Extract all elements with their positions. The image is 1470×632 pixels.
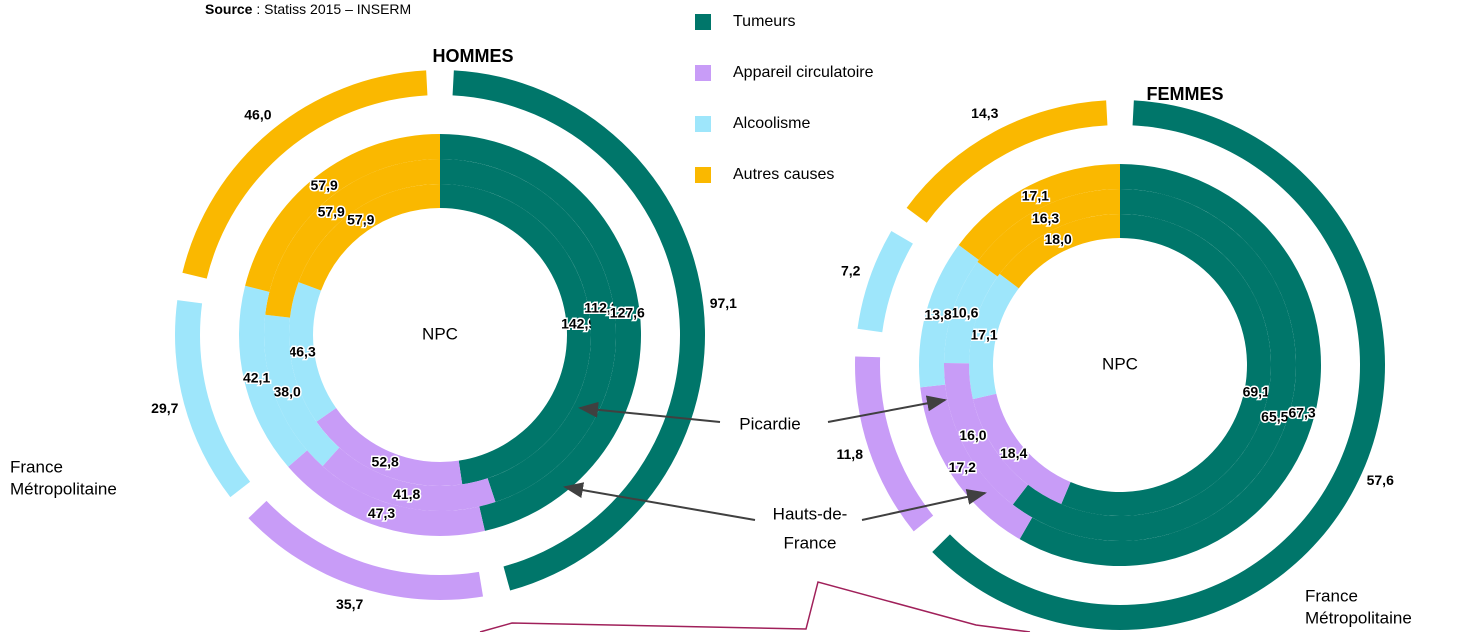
ring-segment [958,164,1120,260]
value-label: 57,9 [311,177,338,193]
arrow [563,482,756,521]
ring-segment [322,447,496,512]
value-label: 38,0 [274,384,301,400]
value-label: 47,3 [368,505,395,521]
ring-segment [972,393,1071,505]
value-label: 41,8 [393,486,420,502]
annotation: France [1305,586,1358,605]
arrow [827,395,947,423]
chart-title: FEMMES [1146,84,1223,104]
annotation: Métropolitaine [10,479,117,498]
value-label: 57,9 [318,204,345,220]
value-label: 17,2 [949,459,976,475]
legend-swatch [695,116,711,132]
value-label: 57,6 [1367,472,1394,488]
value-label: 17,1 [970,327,997,343]
value-label: 35,7 [336,596,363,612]
callout [479,581,1031,632]
ring-segment [245,134,440,292]
ring-segment [452,70,706,591]
value-label: 10,6 [951,304,978,320]
annotation: France [784,533,837,552]
ring-segment [248,500,484,600]
value-label: 14,3 [971,105,998,121]
value-label: 97,1 [710,295,737,311]
value-label: 18,4 [1000,445,1027,461]
value-label: 17,1 [1022,187,1049,203]
ring-segment [316,407,463,486]
source-text: : Statiss 2015 – INSERM [252,1,411,17]
ring-segment [944,362,1029,505]
center-label: NPC [422,324,458,343]
annotation: Métropolitaine [1305,608,1412,627]
ring-segment [855,356,934,532]
value-label: 29,7 [151,400,178,416]
value-label: 42,1 [243,369,270,385]
legend-swatch [695,65,711,81]
ring-segment [857,231,913,333]
ring-segment [440,184,591,485]
ring-segment [977,189,1120,277]
ring-segment [906,100,1108,223]
legend-swatch [695,167,711,183]
ring-segment [919,245,979,388]
legend-label: Alcoolisme [733,115,810,132]
ring-segment [932,100,1386,630]
ring-segment [239,285,308,467]
legend-label: Autres causes [733,166,834,183]
value-label: 16,0 [959,427,986,443]
ring-segment [182,70,428,279]
ring-segment [175,300,251,498]
ring-segment [265,159,440,318]
annotation: France [10,457,63,476]
ring-segment [263,314,340,467]
ring-segment [944,261,998,364]
ring-segment [440,159,617,503]
value-label: 67,3 [1288,404,1315,420]
source-bold: Source [205,1,253,17]
legend-label: Tumeurs [733,13,796,30]
value-label: 7,2 [841,262,861,278]
value-label: 11,8 [837,446,864,462]
arrow [861,489,987,521]
value-label: 69,1 [1243,383,1270,399]
annotation: Hauts-de- [773,504,848,523]
ring-segment [1012,189,1296,541]
ring-label: Picardie [739,414,800,433]
legend-swatch [695,14,711,30]
value-label: 13,8 [924,307,951,323]
value-label: 52,8 [372,453,399,469]
ring-segment [440,134,641,531]
center-label: NPC [1102,354,1138,373]
legend-label: Appareil circulatoire [733,64,874,81]
ring-segment [999,214,1120,289]
ring-segment [920,384,1033,540]
chart-title: HOMMES [433,46,514,66]
value-label: 16,3 [1032,210,1059,226]
value-label: 57,9 [347,211,374,227]
ring-segment [289,282,337,422]
value-label: 142,9 [561,315,596,331]
value-label: 18,0 [1045,231,1072,247]
value-label: 46,3 [288,343,315,359]
ring-segment [298,184,440,291]
ring-segment [288,450,485,536]
ring-segment [969,273,1019,400]
arrow [578,401,721,423]
value-label: 46,0 [244,106,271,122]
value-label: 127,6 [610,305,645,321]
value-label: 65,5 [1261,408,1288,424]
source: Source : Statiss 2015 – INSERM [205,1,411,17]
value-label: 112,2 [584,300,618,316]
